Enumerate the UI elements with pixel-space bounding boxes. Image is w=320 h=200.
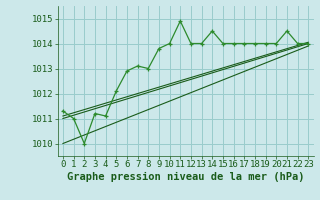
X-axis label: Graphe pression niveau de la mer (hPa): Graphe pression niveau de la mer (hPa) [67,172,304,182]
